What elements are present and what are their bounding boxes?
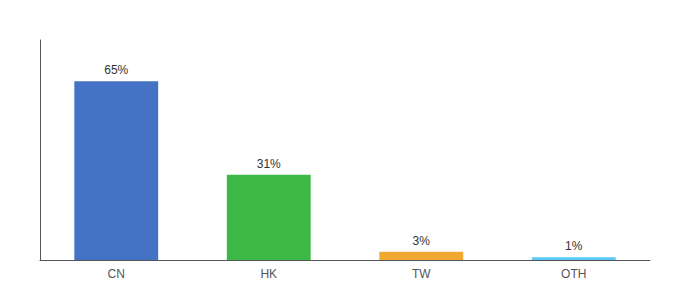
svg-text:65%: 65% [104, 63, 128, 77]
svg-text:OTH: OTH [561, 267, 586, 281]
svg-text:CN: CN [108, 267, 125, 281]
svg-text:3%: 3% [413, 234, 431, 248]
svg-text:1%: 1% [565, 239, 583, 253]
svg-text:TW: TW [412, 267, 431, 281]
svg-text:HK: HK [260, 267, 277, 281]
svg-text:31%: 31% [257, 157, 281, 171]
